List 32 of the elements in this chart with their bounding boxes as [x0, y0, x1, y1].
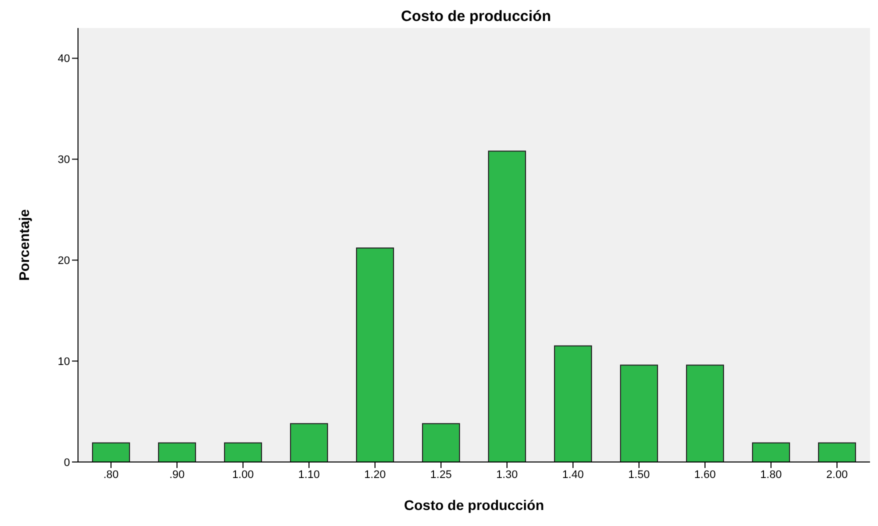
chart-title: Costo de producción [400, 8, 552, 25]
bar [224, 442, 262, 462]
bar [488, 150, 526, 462]
bar [92, 442, 130, 462]
bar [554, 345, 592, 462]
x-tick-label: 1.30 [496, 468, 518, 481]
x-axis-title: Costo de producción [404, 497, 544, 513]
bar [356, 248, 394, 462]
bar [158, 442, 196, 462]
x-tick-label: 1.80 [760, 468, 782, 481]
bar [290, 423, 328, 462]
bar [818, 442, 856, 462]
x-tick-label: .80 [103, 468, 119, 481]
x-tick-label: .90 [169, 468, 185, 481]
y-tick-label: 40 [58, 53, 70, 66]
x-tick-label: 1.60 [694, 468, 716, 481]
y-tick-label: 30 [58, 154, 70, 166]
x-tick-label: 1.10 [298, 468, 320, 481]
x-tick-label: 1.50 [628, 468, 650, 481]
x-tick-label: 1.40 [562, 468, 584, 481]
y-tick-label: 0 [64, 456, 70, 469]
bar [686, 364, 724, 462]
x-tick-label: 2.00 [826, 468, 848, 481]
bar [422, 423, 460, 462]
bar [752, 442, 790, 462]
y-tick-label: 20 [58, 255, 70, 268]
bar [620, 364, 658, 462]
x-tick-label: 1.25 [430, 468, 452, 481]
x-tick-label: 1.20 [364, 468, 386, 481]
y-tick-label: 10 [58, 356, 70, 368]
y-axis-title: Porcentaje [16, 208, 32, 281]
x-tick-label: 1.00 [232, 468, 254, 481]
